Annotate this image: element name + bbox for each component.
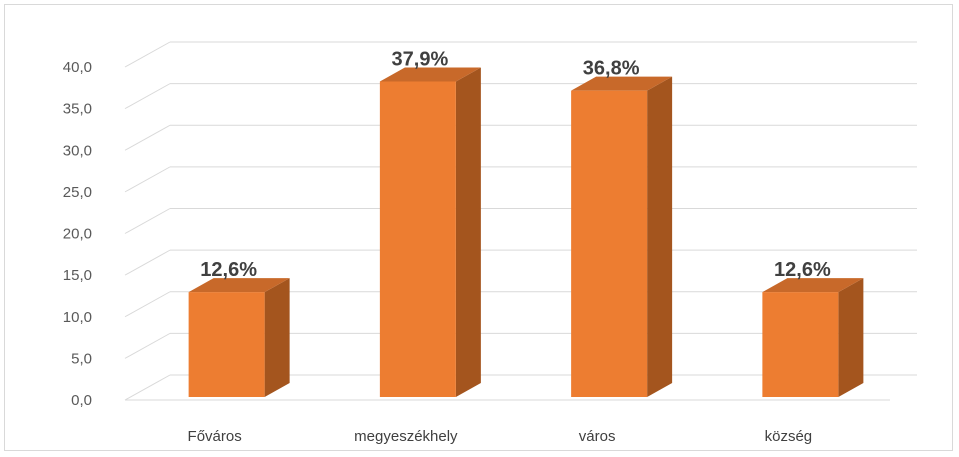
bar-side [838, 278, 864, 397]
y-tick-label: 35,0 [63, 101, 92, 118]
bar [188, 292, 265, 397]
bar [571, 90, 648, 397]
y-tick-label: 15,0 [63, 267, 92, 284]
bar [762, 292, 839, 397]
x-category-label: Főváros [188, 428, 242, 445]
y-tick-label: 0,0 [71, 392, 92, 409]
bar-side [264, 278, 290, 397]
gridline-depth [124, 332, 171, 359]
y-tick-label: 20,0 [63, 226, 92, 243]
gridline-depth [124, 166, 171, 193]
y-tick-label: 25,0 [63, 184, 92, 201]
bar-top [188, 278, 290, 293]
gridline-depth [124, 41, 171, 68]
gridline-depth [124, 83, 171, 110]
x-category-label: város [579, 428, 616, 445]
bar-side [647, 76, 673, 397]
x-category-label: megyeszékhely [354, 428, 458, 445]
data-label: 12,6% [774, 259, 831, 281]
bar-top [762, 278, 864, 293]
gridline-depth [124, 249, 171, 276]
gridline-depth [124, 374, 171, 401]
gridline-depth [124, 124, 171, 151]
bar [379, 81, 456, 398]
gridline-depth [124, 291, 171, 318]
data-label: 37,9% [392, 48, 449, 70]
bar-top [571, 76, 673, 91]
y-tick-label: 40,0 [63, 59, 92, 76]
y-tick-label: 5,0 [71, 350, 92, 367]
y-tick-label: 30,0 [63, 142, 92, 159]
bar-top [379, 67, 481, 82]
bar-side [455, 67, 481, 398]
data-label: 12,6% [200, 259, 257, 281]
gridline-depth [124, 208, 171, 234]
x-category-label: község [765, 428, 813, 445]
data-label: 36,8% [583, 58, 640, 80]
y-tick-label: 10,0 [63, 309, 92, 326]
